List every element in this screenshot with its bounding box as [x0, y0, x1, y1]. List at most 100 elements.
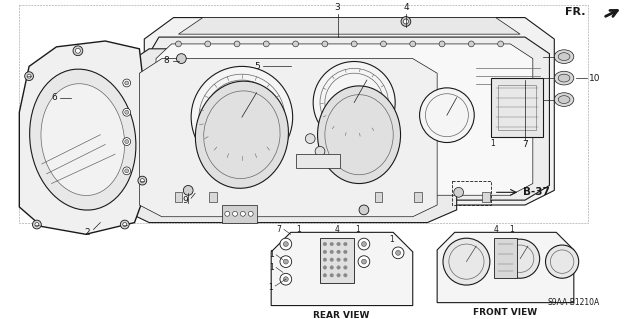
Circle shape — [323, 258, 326, 262]
Ellipse shape — [317, 86, 401, 183]
Circle shape — [123, 108, 131, 116]
Circle shape — [396, 250, 401, 255]
Polygon shape — [209, 192, 216, 202]
Circle shape — [292, 41, 298, 47]
Circle shape — [545, 245, 579, 278]
Ellipse shape — [29, 69, 136, 210]
Circle shape — [330, 250, 333, 254]
Text: FRONT VIEW: FRONT VIEW — [474, 308, 538, 317]
Text: 7: 7 — [522, 140, 528, 149]
Circle shape — [225, 211, 230, 216]
Text: 9: 9 — [182, 196, 188, 204]
Circle shape — [191, 66, 292, 168]
Circle shape — [381, 41, 387, 47]
Circle shape — [330, 273, 333, 277]
Circle shape — [337, 250, 340, 254]
Circle shape — [33, 220, 42, 229]
Circle shape — [280, 256, 292, 268]
Text: 7: 7 — [276, 225, 282, 234]
Circle shape — [35, 223, 39, 226]
Circle shape — [420, 88, 474, 143]
Polygon shape — [320, 238, 354, 283]
Circle shape — [123, 223, 127, 226]
Text: 8: 8 — [164, 56, 170, 65]
Polygon shape — [156, 44, 533, 195]
Ellipse shape — [554, 71, 574, 85]
Polygon shape — [123, 49, 457, 223]
Circle shape — [468, 41, 474, 47]
Polygon shape — [149, 37, 549, 200]
Circle shape — [125, 110, 129, 114]
Polygon shape — [175, 192, 182, 202]
Circle shape — [358, 256, 370, 268]
Polygon shape — [374, 192, 383, 202]
Circle shape — [125, 81, 129, 85]
Polygon shape — [482, 192, 490, 202]
Circle shape — [362, 241, 366, 247]
Text: REAR VIEW: REAR VIEW — [314, 311, 370, 319]
Ellipse shape — [554, 50, 574, 63]
Circle shape — [123, 167, 131, 175]
Circle shape — [241, 211, 245, 216]
Polygon shape — [140, 59, 437, 217]
Text: 4: 4 — [334, 225, 339, 234]
Circle shape — [337, 258, 340, 262]
Ellipse shape — [41, 84, 125, 196]
Circle shape — [330, 258, 333, 262]
Circle shape — [27, 74, 31, 78]
Text: 1: 1 — [269, 250, 273, 259]
Circle shape — [362, 259, 366, 264]
Text: 1: 1 — [268, 284, 273, 293]
Circle shape — [175, 41, 181, 47]
Ellipse shape — [195, 81, 289, 188]
Circle shape — [330, 266, 333, 269]
Circle shape — [500, 239, 540, 278]
Text: 5: 5 — [255, 62, 260, 71]
Polygon shape — [144, 18, 554, 205]
Text: 1: 1 — [509, 225, 514, 234]
Ellipse shape — [554, 93, 574, 107]
Polygon shape — [296, 154, 340, 168]
Circle shape — [344, 242, 347, 246]
Polygon shape — [222, 205, 257, 223]
Ellipse shape — [558, 96, 570, 103]
Text: 3: 3 — [335, 3, 340, 12]
Circle shape — [330, 242, 333, 246]
Text: S9AA-B1210A: S9AA-B1210A — [548, 298, 600, 307]
Circle shape — [358, 238, 370, 250]
Circle shape — [337, 273, 340, 277]
Polygon shape — [437, 232, 574, 303]
Polygon shape — [494, 238, 517, 278]
Circle shape — [401, 17, 411, 26]
Circle shape — [177, 54, 186, 63]
Circle shape — [25, 72, 33, 80]
Ellipse shape — [558, 53, 570, 61]
Circle shape — [138, 176, 147, 185]
Circle shape — [280, 273, 292, 285]
Polygon shape — [19, 41, 146, 234]
Circle shape — [344, 258, 347, 262]
Circle shape — [344, 266, 347, 269]
Text: 1: 1 — [296, 225, 301, 234]
Ellipse shape — [558, 74, 570, 82]
Circle shape — [248, 211, 253, 216]
Polygon shape — [413, 192, 422, 202]
Circle shape — [392, 247, 404, 259]
Circle shape — [454, 188, 463, 197]
Circle shape — [439, 41, 445, 47]
Circle shape — [123, 138, 131, 145]
Circle shape — [443, 238, 490, 285]
Text: B-37: B-37 — [523, 187, 550, 197]
Circle shape — [323, 266, 326, 269]
Polygon shape — [491, 78, 543, 137]
Text: 4: 4 — [403, 3, 409, 12]
Circle shape — [205, 41, 211, 47]
Text: 1: 1 — [490, 139, 495, 148]
Circle shape — [325, 156, 335, 166]
Circle shape — [322, 41, 328, 47]
Circle shape — [351, 41, 357, 47]
Polygon shape — [271, 232, 413, 306]
Circle shape — [280, 238, 292, 250]
Circle shape — [323, 242, 326, 246]
Text: 1: 1 — [355, 225, 360, 234]
